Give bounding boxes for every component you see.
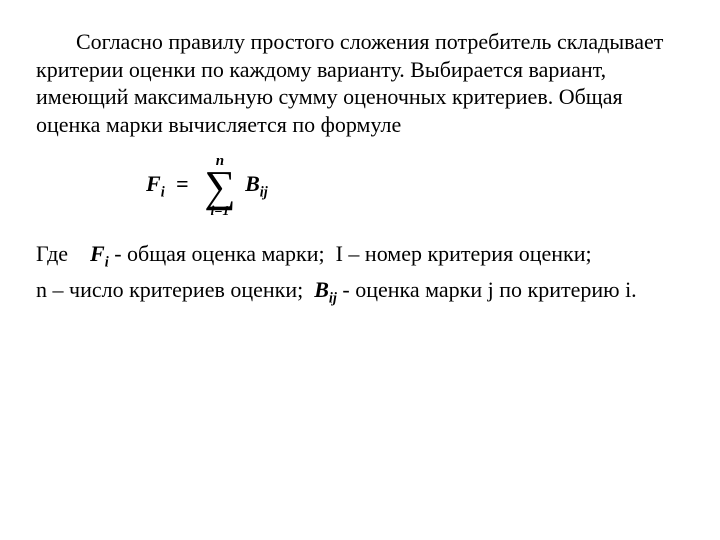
- formula-lhs: Fi =: [146, 170, 195, 202]
- lhs-var: F: [146, 171, 161, 196]
- fi-var: F: [90, 241, 105, 266]
- sigma-symbol: ∑: [204, 167, 235, 207]
- rhs-var: B: [245, 171, 260, 196]
- bij-inline: Bij: [314, 277, 337, 302]
- formula-block: Fi = n ∑ i=1 Bij: [146, 154, 684, 219]
- bij-description: - оценка марки j по критерию i.: [342, 277, 636, 302]
- where-label: Где: [36, 241, 68, 266]
- rhs-sub: ij: [260, 185, 268, 201]
- n-label: n: [36, 277, 47, 302]
- n-description: – число критериев оценки;: [53, 277, 304, 302]
- lhs-sub: i: [161, 185, 165, 201]
- intro-paragraph: Согласно правилу простого сложения потре…: [36, 28, 684, 138]
- fi-inline: Fi: [90, 241, 109, 266]
- summation: n ∑ i=1: [204, 154, 235, 219]
- bij-var: B: [314, 277, 329, 302]
- i-label: I: [336, 241, 343, 266]
- definitions-block: Где Fi - общая оценка марки; I – номер к…: [36, 237, 684, 311]
- fi-sub: i: [105, 254, 109, 270]
- sum-lower-limit: i=1: [210, 205, 229, 219]
- equals-sign: =: [176, 171, 189, 196]
- i-description: – номер критерия оценки;: [348, 241, 591, 266]
- bij-sub: ij: [329, 291, 337, 307]
- fi-description: - общая оценка марки;: [114, 241, 324, 266]
- formula-rhs: Bij: [245, 170, 268, 202]
